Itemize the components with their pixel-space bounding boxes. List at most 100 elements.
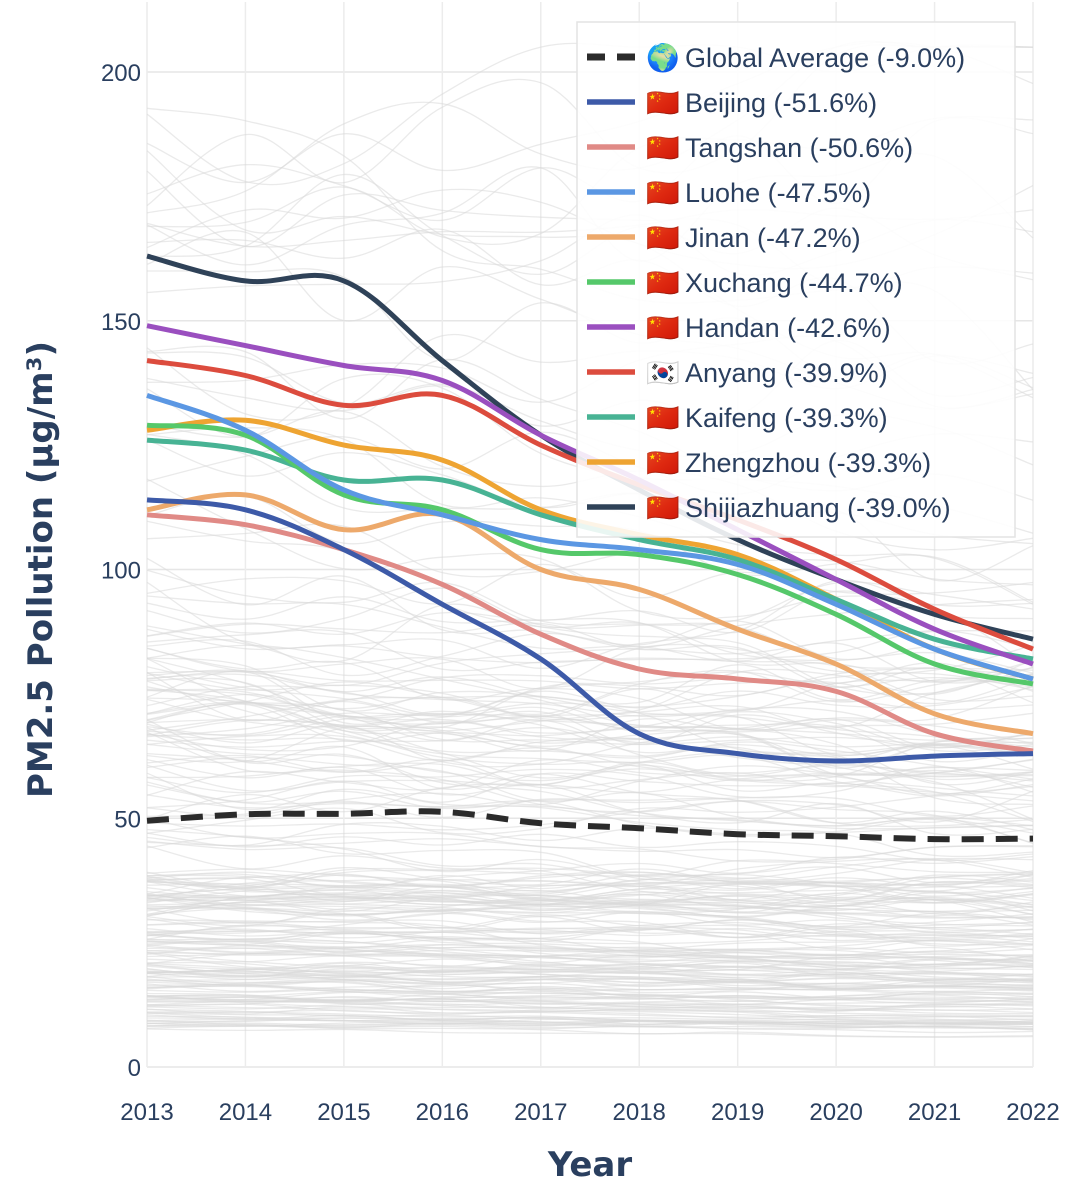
background-city-line	[146, 1012, 1034, 1030]
background-city-line	[146, 1024, 1034, 1038]
background-city-line	[146, 718, 1034, 802]
background-city-lines	[146, 40, 1034, 1038]
legend: 🌍 Global Average (-9.0%)🇨🇳 Beijing (-51.6%…	[576, 21, 1016, 538]
background-city-line	[146, 569, 1034, 677]
background-city-line	[146, 734, 1034, 765]
background-city-line	[146, 698, 1034, 745]
legend-flag: 🇨🇳	[646, 223, 680, 253]
background-city-line	[146, 657, 1034, 755]
series-line[interactable]	[146, 393, 1034, 682]
legend-entry-label[interactable]: Beijing (-51.6%)	[685, 88, 877, 118]
background-city-line	[146, 835, 1034, 877]
x-tick-label: 2013	[120, 1099, 173, 1126]
background-city-line	[146, 891, 1034, 917]
background-city-line	[146, 596, 1034, 683]
background-city-line	[146, 877, 1034, 912]
legend-entry-label[interactable]: Shijiazhuang (-39.0%)	[685, 493, 951, 523]
background-city-line	[146, 990, 1034, 1002]
background-city-line	[146, 643, 1034, 690]
y-axis-title: PM2.5 Pollution (μg/m³)	[21, 341, 61, 798]
background-city-line	[146, 822, 1034, 847]
background-city-line	[146, 702, 1034, 746]
x-tick-label: 2016	[416, 1099, 469, 1126]
background-city-line	[146, 893, 1034, 927]
background-city-line	[146, 669, 1034, 755]
background-city-line	[146, 955, 1034, 979]
series-line[interactable]	[146, 422, 1034, 687]
background-city-line	[146, 873, 1034, 894]
background-city-line	[146, 784, 1034, 844]
background-city-line	[146, 867, 1034, 888]
x-tick-label: 2022	[1006, 1099, 1059, 1126]
legend-flag: 🇨🇳	[646, 493, 680, 523]
x-tick-label: 2014	[219, 1099, 272, 1126]
background-city-line	[146, 620, 1034, 677]
background-city-line	[146, 743, 1034, 820]
background-city-line	[146, 766, 1034, 799]
background-city-line	[146, 731, 1034, 845]
legend-entry-label[interactable]: Handan (-42.6%)	[685, 313, 891, 343]
background-city-line	[146, 628, 1034, 702]
background-city-line	[146, 772, 1034, 858]
background-city-line	[146, 857, 1034, 889]
series-line[interactable]	[146, 808, 1034, 843]
background-city-line	[146, 667, 1034, 736]
legend-entry-label[interactable]: Anyang (-39.9%)	[685, 358, 888, 388]
background-city-line	[146, 992, 1034, 1006]
background-city-line	[146, 774, 1034, 820]
y-tick-label: 50	[114, 806, 141, 833]
background-city-line	[146, 595, 1034, 684]
background-city-line	[146, 701, 1034, 776]
x-axis-title: Year	[547, 1145, 633, 1185]
background-city-line	[146, 928, 1034, 944]
legend-entry-label[interactable]: Global Average (-9.0%)	[685, 43, 965, 73]
background-city-line	[146, 965, 1034, 978]
background-city-line	[146, 881, 1034, 912]
series-line[interactable]	[146, 497, 1034, 764]
background-city-line	[146, 970, 1034, 991]
x-tick-label: 2021	[908, 1099, 961, 1126]
background-city-line	[146, 943, 1034, 963]
background-city-line	[146, 727, 1034, 757]
background-city-line	[146, 557, 1034, 704]
background-city-line	[146, 790, 1034, 831]
x-tick-label: 2020	[809, 1099, 862, 1126]
background-city-line	[146, 907, 1034, 946]
legend-entry-label[interactable]: Jinan (-47.2%)	[685, 223, 861, 253]
background-city-line	[146, 939, 1034, 956]
background-city-line	[146, 1004, 1034, 1023]
background-city-line	[146, 919, 1034, 943]
background-city-line	[146, 932, 1034, 959]
legend-flag: 🇰🇷	[646, 358, 680, 388]
background-city-line	[146, 857, 1034, 895]
background-city-line	[146, 647, 1034, 744]
y-tick-label: 0	[128, 1055, 141, 1082]
background-city-line	[146, 1008, 1034, 1028]
legend-entry-label[interactable]: Zhengzhou (-39.3%)	[685, 448, 931, 478]
legend-entry-label[interactable]: Kaifeng (-39.3%)	[685, 403, 888, 433]
y-tick-label: 100	[101, 558, 141, 585]
x-tick-label: 2017	[514, 1099, 567, 1126]
background-city-line	[146, 921, 1034, 940]
legend-flag: 🇨🇳	[646, 313, 680, 343]
legend-entry-label[interactable]: Tangshan (-50.6%)	[685, 133, 913, 163]
background-city-line	[146, 930, 1034, 945]
background-city-line	[146, 921, 1034, 939]
background-city-line	[146, 667, 1034, 721]
y-tick-label: 150	[101, 309, 141, 336]
series-line[interactable]	[146, 491, 1034, 737]
background-city-line	[146, 688, 1034, 749]
background-city-line	[146, 733, 1034, 797]
legend-entry-label[interactable]: Luohe (-47.5%)	[685, 178, 871, 208]
x-tick-label: 2019	[711, 1099, 764, 1126]
legend-entry-label[interactable]: Xuchang (-44.7%)	[685, 268, 903, 298]
series-line[interactable]	[146, 512, 1034, 754]
background-city-line	[146, 662, 1034, 716]
background-city-line	[146, 955, 1034, 977]
background-city-line	[146, 759, 1034, 809]
background-city-line	[146, 832, 1034, 862]
legend-flag: 🇨🇳	[646, 88, 680, 118]
y-tick-label: 200	[101, 60, 141, 87]
background-city-line	[146, 598, 1034, 648]
